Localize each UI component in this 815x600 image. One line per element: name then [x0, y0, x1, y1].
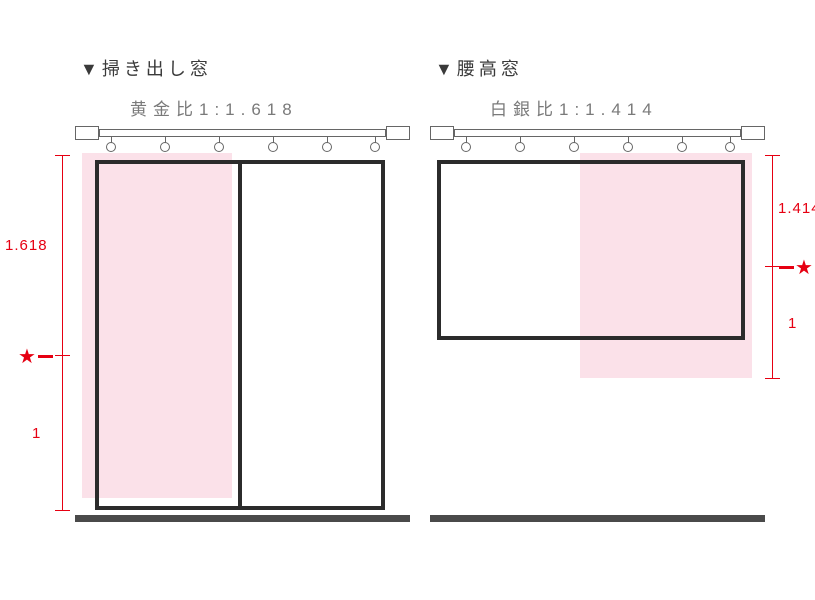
hook-icon — [106, 142, 116, 152]
hook-icon — [623, 142, 633, 152]
hook-icon — [725, 142, 735, 152]
hook-icon — [461, 142, 471, 152]
measure-cap — [55, 355, 70, 356]
measure-text-upper-right: 1.414 — [778, 200, 815, 217]
rail-bracket-right-b — [741, 126, 765, 140]
hook-icon — [677, 142, 687, 152]
hook-icon — [268, 142, 278, 152]
measure-cap — [765, 378, 780, 379]
diagram-canvas: ▼掃き出し窓 黄金比1:1.618 1.618 1 ★ ▼腰高窓 白銀比1:1.… — [0, 0, 815, 600]
measure-cap — [765, 266, 780, 267]
window-midline-left — [238, 160, 242, 510]
hook-icon — [515, 142, 525, 152]
ratio-label-right: 白銀比1:1.414 — [490, 95, 658, 120]
rail-bar-left — [99, 129, 386, 137]
floor-left — [75, 515, 410, 522]
hook-icon — [370, 142, 380, 152]
ratio-label-left: 黄金比1:1.618 — [130, 95, 298, 120]
measure-line-left — [62, 155, 63, 510]
rail-bracket-right-a — [430, 126, 454, 140]
measure-cap — [55, 155, 70, 156]
heading-left: ▼掃き出し窓 — [80, 55, 212, 81]
measure-text-lower-right: 1 — [788, 315, 797, 332]
rail-bar-right — [454, 129, 741, 137]
heading-right: ▼腰高窓 — [435, 55, 523, 81]
star-icon: ★ — [795, 258, 813, 278]
measure-cap — [55, 510, 70, 511]
star-icon: ★ — [18, 347, 36, 367]
rail-bracket-left-a — [75, 126, 99, 140]
rail-bracket-left-b — [386, 126, 410, 140]
star-dash — [38, 355, 53, 358]
hook-icon — [214, 142, 224, 152]
measure-cap — [765, 155, 780, 156]
star-dash — [779, 266, 794, 269]
floor-right — [430, 515, 765, 522]
hook-icon — [322, 142, 332, 152]
hook-icon — [160, 142, 170, 152]
measure-text-upper-left: 1.618 — [5, 237, 48, 254]
measure-text-lower-left: 1 — [32, 425, 41, 442]
hook-icon — [569, 142, 579, 152]
window-frame-right — [437, 160, 745, 340]
